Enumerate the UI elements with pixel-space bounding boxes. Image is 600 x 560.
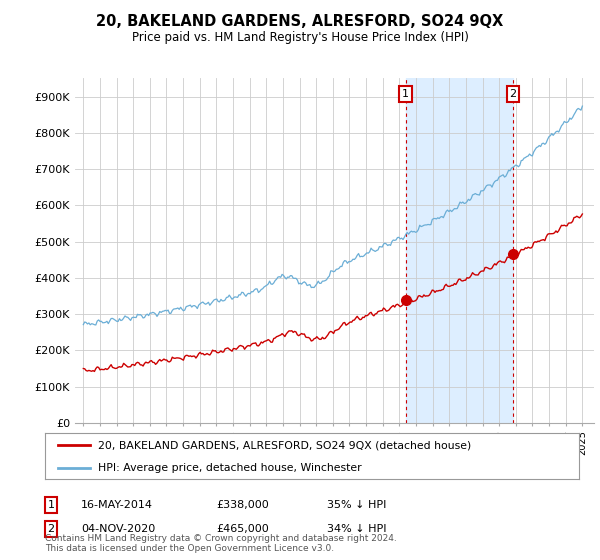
Bar [406, 78, 513, 423]
Text: 2: 2 [509, 89, 517, 99]
Text: 2: 2 [47, 524, 55, 534]
Text: 20, BAKELAND GARDENS, ALRESFORD, SO24 9QX: 20, BAKELAND GARDENS, ALRESFORD, SO24 9Q… [97, 14, 503, 29]
Text: Contains HM Land Registry data © Crown copyright and database right 2024.
This d: Contains HM Land Registry data © Crown c… [45, 534, 397, 553]
Text: 1: 1 [402, 89, 409, 99]
Text: Price paid vs. HM Land Registry's House Price Index (HPI): Price paid vs. HM Land Registry's House … [131, 31, 469, 44]
Text: £465,000: £465,000 [216, 524, 269, 534]
Text: 35% ↓ HPI: 35% ↓ HPI [327, 500, 386, 510]
Text: 1: 1 [47, 500, 55, 510]
Text: 04-NOV-2020: 04-NOV-2020 [81, 524, 155, 534]
Text: 20, BAKELAND GARDENS, ALRESFORD, SO24 9QX (detached house): 20, BAKELAND GARDENS, ALRESFORD, SO24 9Q… [98, 440, 472, 450]
Text: HPI: Average price, detached house, Winchester: HPI: Average price, detached house, Winc… [98, 463, 362, 473]
Text: £338,000: £338,000 [216, 500, 269, 510]
Text: 16-MAY-2014: 16-MAY-2014 [81, 500, 153, 510]
Text: 34% ↓ HPI: 34% ↓ HPI [327, 524, 386, 534]
